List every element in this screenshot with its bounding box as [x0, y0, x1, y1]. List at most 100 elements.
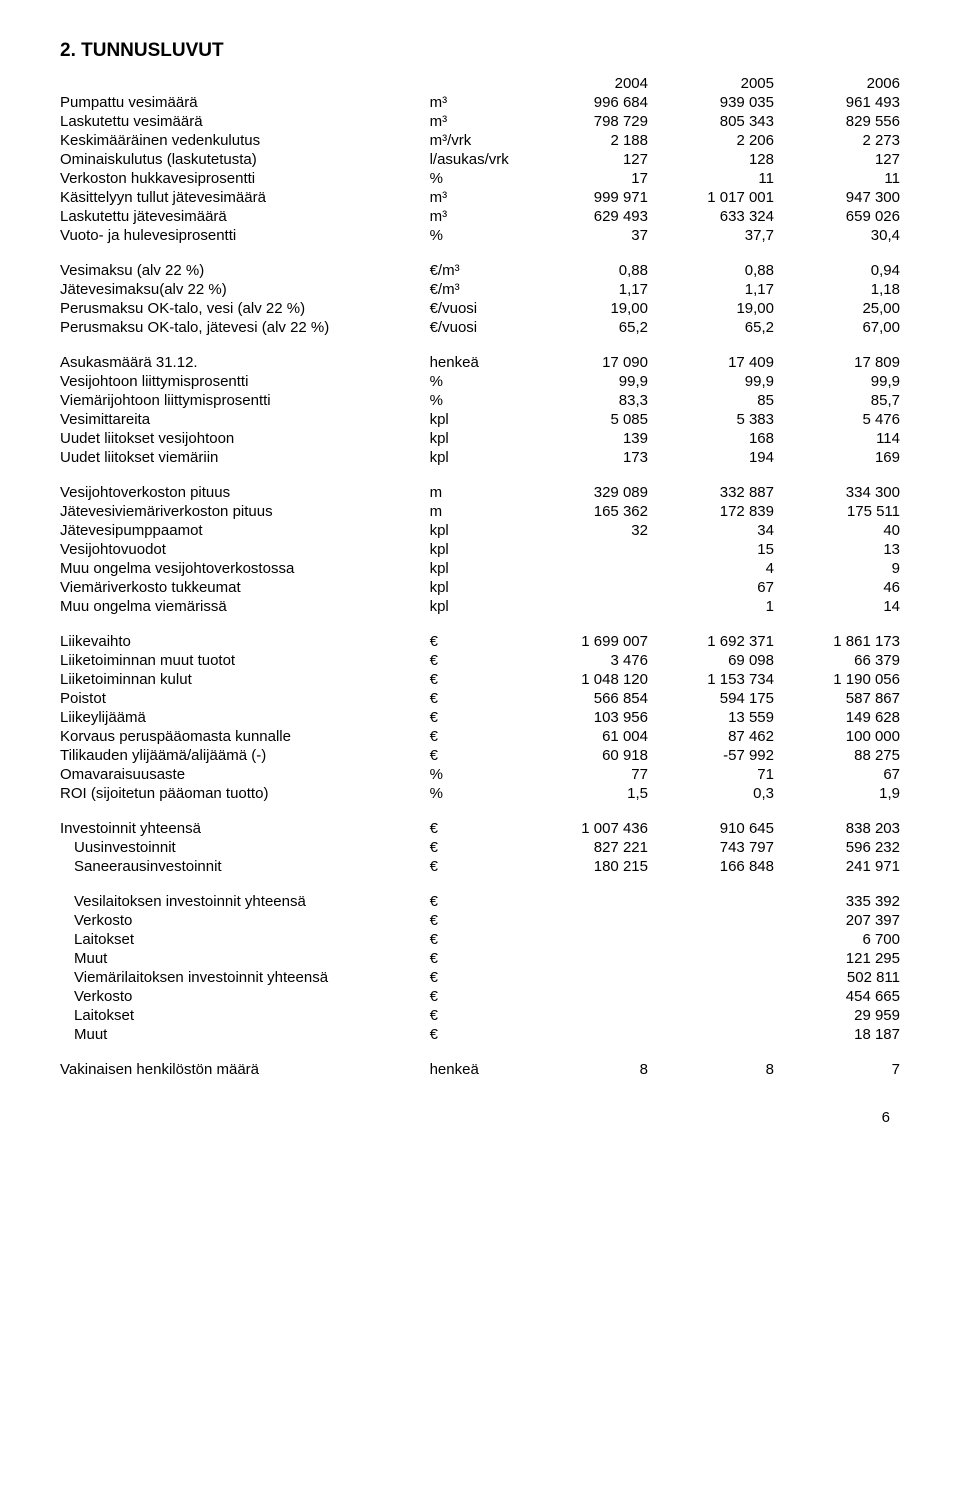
- row-value-2006: 1 861 173: [774, 632, 900, 651]
- row-value-2004: 566 854: [522, 689, 648, 708]
- row-value-2005: 99,9: [648, 372, 774, 391]
- row-value-2005: -57 992: [648, 746, 774, 765]
- row-value-2006: 88 275: [774, 746, 900, 765]
- row-value-2004: 17: [522, 169, 648, 188]
- row-label: Vakinaisen henkilöstön määrä: [60, 1060, 430, 1079]
- row-unit: %: [430, 765, 522, 784]
- row-value-2006: 29 959: [774, 1006, 900, 1025]
- row-value-2006: 99,9: [774, 372, 900, 391]
- table-row: Liikevaihto€1 699 0071 692 3711 861 173: [60, 632, 900, 651]
- row-value-2005: 128: [648, 150, 774, 169]
- row-value-2005: 11: [648, 169, 774, 188]
- row-label: Ominaiskulutus (laskutetusta): [60, 150, 430, 169]
- row-label: Verkosto: [60, 987, 430, 1006]
- row-value-2005: 37,7: [648, 226, 774, 245]
- row-value-2005: 8: [648, 1060, 774, 1079]
- table-row: Vuoto- ja hulevesiprosentti%3737,730,4: [60, 226, 900, 245]
- row-unit: %: [430, 226, 522, 245]
- row-value-2005: [648, 892, 774, 911]
- row-value-2005: 172 839: [648, 502, 774, 521]
- table-row: [60, 616, 900, 632]
- row-value-2005: 1 692 371: [648, 632, 774, 651]
- row-unit: %: [430, 784, 522, 803]
- row-value-2006: 9: [774, 559, 900, 578]
- row-unit: €: [430, 911, 522, 930]
- row-label: Laskutettu vesimäärä: [60, 112, 430, 131]
- table-row: [60, 337, 900, 353]
- row-label: Omavaraisuusaste: [60, 765, 430, 784]
- row-label: Investoinnit yhteensä: [60, 819, 430, 838]
- row-label: Liikeylijäämä: [60, 708, 430, 727]
- row-unit: €/m³: [430, 261, 522, 280]
- row-value-2006: 454 665: [774, 987, 900, 1006]
- row-unit: €/m³: [430, 280, 522, 299]
- row-value-2005: 87 462: [648, 727, 774, 746]
- row-value-2004: 996 684: [522, 93, 648, 112]
- row-value-2004: 65,2: [522, 318, 648, 337]
- row-value-2004: 3 476: [522, 651, 648, 670]
- row-value-2005: 743 797: [648, 838, 774, 857]
- row-value-2004: [522, 578, 648, 597]
- row-unit: kpl: [430, 540, 522, 559]
- table-row: Jätevesipumppaamotkpl323440: [60, 521, 900, 540]
- row-value-2004: 798 729: [522, 112, 648, 131]
- table-row: [60, 467, 900, 483]
- row-unit: €: [430, 892, 522, 911]
- row-value-2005: 1: [648, 597, 774, 616]
- row-value-2004: 180 215: [522, 857, 648, 876]
- row-value-2005: 633 324: [648, 207, 774, 226]
- row-label: Uudet liitokset vesijohtoon: [60, 429, 430, 448]
- row-label: Liikevaihto: [60, 632, 430, 651]
- table-row: Muut€121 295: [60, 949, 900, 968]
- table-row: Muut€18 187: [60, 1025, 900, 1044]
- row-value-2006: 18 187: [774, 1025, 900, 1044]
- row-value-2004: 1,17: [522, 280, 648, 299]
- row-label: Uudet liitokset viemäriin: [60, 448, 430, 467]
- row-value-2006: 11: [774, 169, 900, 188]
- table-row: Perusmaksu OK-talo, vesi (alv 22 %)€/vuo…: [60, 299, 900, 318]
- row-value-2004: 17 090: [522, 353, 648, 372]
- row-value-2004: 165 362: [522, 502, 648, 521]
- row-label: Jätevesiviemäriverkoston pituus: [60, 502, 430, 521]
- row-unit: €: [430, 819, 522, 838]
- row-value-2004: [522, 597, 648, 616]
- row-unit: kpl: [430, 578, 522, 597]
- table-row: Keskimääräinen vedenkulutusm³/vrk2 1882 …: [60, 131, 900, 150]
- row-label: Perusmaksu OK-talo, vesi (alv 22 %): [60, 299, 430, 318]
- row-value-2005: 34: [648, 521, 774, 540]
- row-value-2006: 961 493: [774, 93, 900, 112]
- row-value-2006: 169: [774, 448, 900, 467]
- row-label: Laskutettu jätevesimäärä: [60, 207, 430, 226]
- row-unit: kpl: [430, 448, 522, 467]
- row-value-2005: 19,00: [648, 299, 774, 318]
- row-unit: m³: [430, 207, 522, 226]
- row-value-2005: 13 559: [648, 708, 774, 727]
- table-row: Laskutettu vesimääräm³798 729805 343829 …: [60, 112, 900, 131]
- row-value-2004: [522, 968, 648, 987]
- table-row: Verkosto€207 397: [60, 911, 900, 930]
- row-value-2006: 5 476: [774, 410, 900, 429]
- row-value-2005: 910 645: [648, 819, 774, 838]
- row-unit: m³: [430, 93, 522, 112]
- row-value-2004: 37: [522, 226, 648, 245]
- page-number: 6: [60, 1109, 900, 1126]
- row-value-2006: 502 811: [774, 968, 900, 987]
- row-unit: €: [430, 651, 522, 670]
- row-unit: €: [430, 857, 522, 876]
- table-row: Muu ongelma vesijohtoverkostossakpl49: [60, 559, 900, 578]
- row-value-2005: 194: [648, 448, 774, 467]
- row-unit: m³/vrk: [430, 131, 522, 150]
- row-unit: €: [430, 689, 522, 708]
- table-row: Vesimittareitakpl5 0855 3835 476: [60, 410, 900, 429]
- row-unit: €: [430, 746, 522, 765]
- row-value-2005: 168: [648, 429, 774, 448]
- row-value-2004: 139: [522, 429, 648, 448]
- row-value-2006: 0,94: [774, 261, 900, 280]
- row-value-2006: 6 700: [774, 930, 900, 949]
- row-value-2005: 1 017 001: [648, 188, 774, 207]
- row-unit: €: [430, 1006, 522, 1025]
- table-row: Vesilaitoksen investoinnit yhteensä€335 …: [60, 892, 900, 911]
- row-value-2004: [522, 540, 648, 559]
- row-label: Korvaus peruspääomasta kunnalle: [60, 727, 430, 746]
- row-unit: m³: [430, 188, 522, 207]
